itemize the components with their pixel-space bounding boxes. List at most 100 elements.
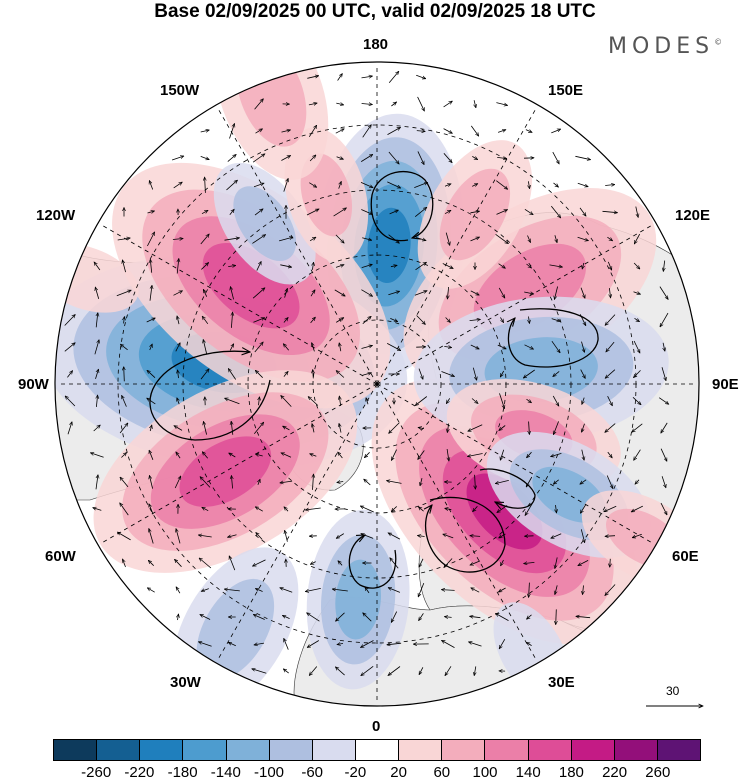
wind-vector	[312, 424, 314, 433]
wind-vector	[475, 474, 476, 489]
wind-vector	[306, 208, 319, 216]
wind-vector	[308, 103, 317, 105]
wind-vector	[525, 502, 534, 516]
wind-vector	[526, 398, 532, 403]
wind-vector	[581, 341, 585, 353]
wind-vector	[360, 182, 373, 188]
wind-vector	[361, 289, 372, 297]
lon-label-60e: 60E	[672, 548, 699, 565]
colorbar-tick-label: -20	[344, 764, 367, 781]
wind-vector	[415, 262, 427, 271]
wind-vector	[659, 286, 668, 300]
wind-vector	[122, 395, 127, 407]
wind-vector	[254, 99, 264, 110]
wind-vector	[231, 421, 233, 435]
wind-vector	[495, 233, 509, 243]
wind-vector	[528, 181, 529, 188]
wind-vector	[549, 264, 563, 267]
wind-vector	[527, 451, 532, 458]
wind-vector	[388, 666, 401, 676]
wind-vector	[307, 76, 318, 79]
wind-vector	[175, 343, 180, 352]
meridian-lines	[57, 64, 697, 704]
colorbar-cell	[657, 740, 701, 760]
wind-vector	[633, 340, 641, 353]
modes-logo: MODES©	[608, 34, 722, 59]
wind-vector	[470, 125, 478, 136]
lon-label-30e: 30E	[548, 674, 575, 691]
wind-vector	[200, 477, 211, 488]
wind-vector	[474, 666, 476, 675]
colorbar-tick-label: -100	[253, 764, 285, 781]
wind-vector	[496, 180, 507, 190]
wind-vector	[418, 582, 425, 597]
wind-vector	[334, 289, 345, 296]
wind-vector	[200, 130, 210, 132]
wind-vector	[120, 503, 129, 516]
wind-vector	[607, 396, 613, 406]
wind-vector	[470, 536, 481, 537]
wind-vector	[445, 666, 452, 675]
wind-vector	[469, 319, 481, 320]
wind-vector	[201, 210, 208, 215]
wind-vector	[361, 640, 374, 648]
logo-text: MODES	[608, 34, 715, 59]
wind-vector	[445, 317, 451, 323]
wind-vector	[310, 317, 316, 324]
wind-vector	[171, 156, 184, 161]
wind-vector	[147, 370, 156, 378]
wind-vector	[229, 344, 233, 351]
wind-vector	[173, 291, 183, 296]
wind-vector	[335, 129, 344, 134]
wind-vector	[254, 209, 263, 216]
wind-vector	[499, 638, 506, 649]
wind-vector	[578, 560, 589, 565]
colorbar-tick-label: -140	[210, 764, 241, 781]
wind-vector	[200, 156, 210, 159]
meridian-line	[100, 383, 378, 545]
colorbar-cell	[614, 740, 658, 760]
wind-vector	[552, 151, 559, 164]
lon-label-150w: 150W	[160, 82, 200, 99]
wind-vector	[391, 449, 397, 461]
wind-vector	[362, 125, 372, 138]
wind-vector	[419, 613, 424, 620]
wind-vector	[361, 665, 374, 675]
wind-vector	[391, 506, 397, 511]
wind-vector	[391, 102, 396, 107]
colorbar-cell	[54, 740, 98, 760]
wind-vector	[332, 589, 348, 592]
wind-vector	[580, 479, 587, 484]
wind-vector	[283, 371, 288, 377]
wind-vector	[201, 588, 209, 592]
wind-vector	[305, 588, 321, 591]
wind-vector	[472, 156, 477, 159]
wind-vector	[94, 262, 101, 271]
wind-vector	[470, 290, 479, 296]
wind-vector	[580, 369, 586, 379]
wind-vector	[150, 425, 152, 432]
wind-vector	[339, 343, 341, 352]
wind-vector	[661, 422, 668, 433]
wind-vector	[660, 448, 668, 462]
wind-vector	[496, 209, 508, 215]
wind-vector	[339, 396, 340, 406]
wind-vector	[308, 397, 319, 406]
wind-vector	[280, 264, 291, 267]
wind-vector	[149, 475, 153, 489]
wind-vector	[226, 180, 238, 191]
wind-vector	[253, 318, 264, 323]
wind-vector	[632, 397, 641, 404]
lon-label-60w: 60W	[45, 548, 76, 565]
wind-vector	[364, 479, 371, 486]
wind-vector	[418, 450, 425, 460]
lon-label-90w: 90W	[18, 376, 49, 393]
wind-vector	[309, 182, 316, 188]
wind-vector	[579, 314, 587, 325]
wind-vector	[498, 587, 506, 592]
wind-vector	[632, 423, 643, 432]
wind-vector	[336, 533, 345, 539]
wind-vector	[65, 396, 76, 407]
wind-vector	[95, 369, 99, 380]
wind-vector	[550, 205, 560, 218]
